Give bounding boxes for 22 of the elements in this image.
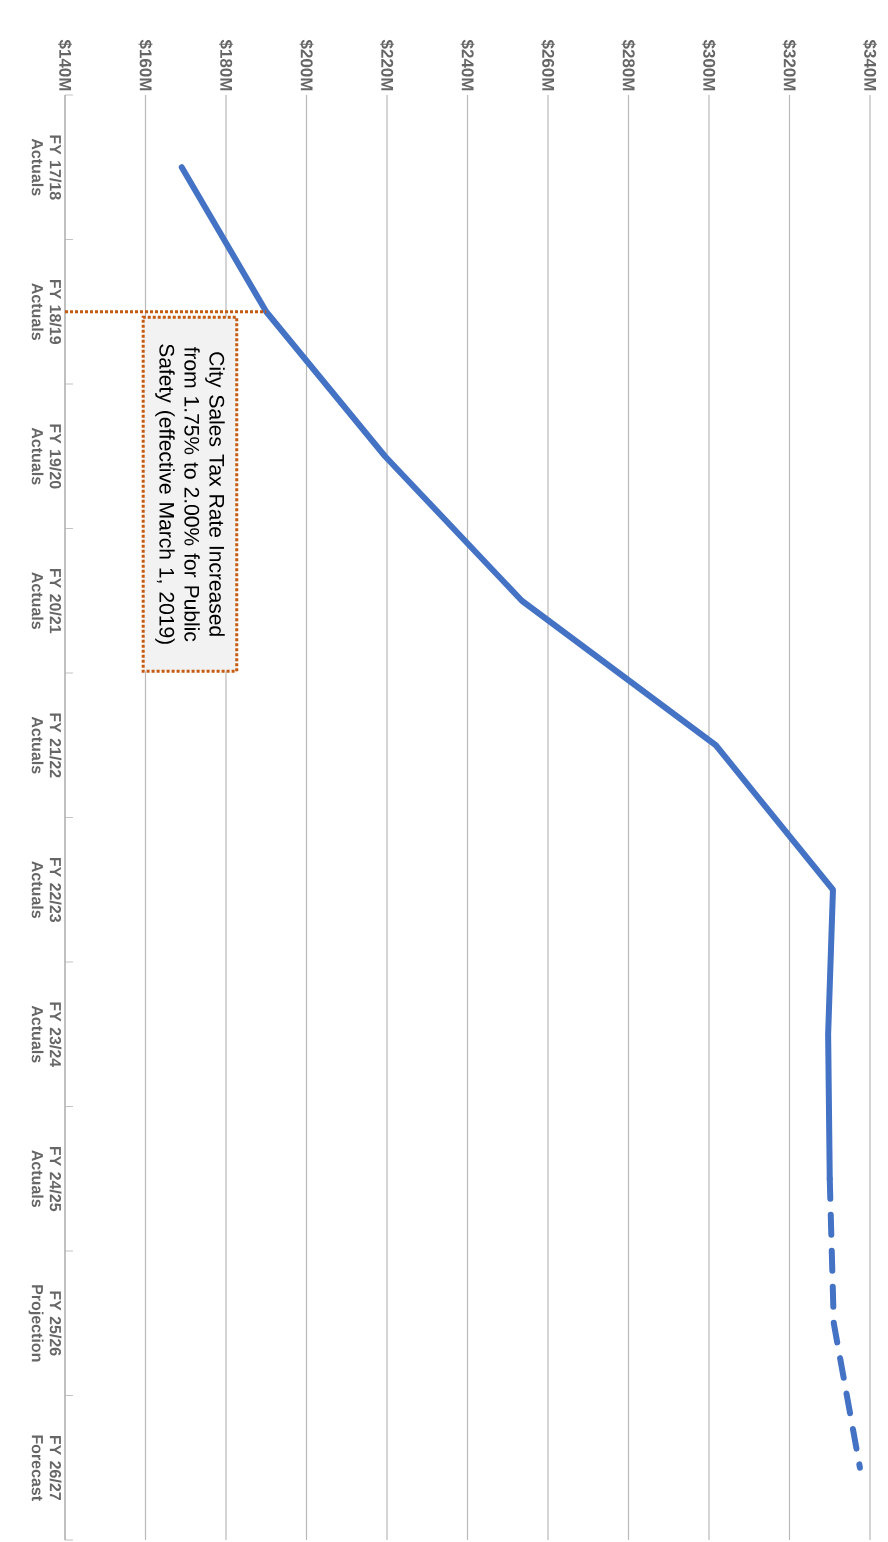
y-tick-label: FY 24/25 Actuals	[31, 1146, 62, 1212]
y-tick-label: FY 18/19 Actuals	[31, 279, 62, 345]
annotation: City Sales Tax Rate Increased from 1.75% to 2.00% for Public Safety (effective March 1, 2019)	[155, 344, 225, 644]
y-tick-label: FY 20/21 Actuals	[31, 568, 62, 634]
y-tick-label: FY 23/24 Actuals	[31, 1002, 62, 1068]
x-tick-label: $200M	[299, 39, 314, 91]
x-tick-label: $240M	[460, 39, 475, 91]
x-tick-label: $160M	[138, 39, 153, 91]
x-tick-label: $260M	[541, 39, 555, 91]
x-tick-label: $300M	[702, 39, 716, 91]
y-tick-label: FY 19/20 Actuals	[31, 424, 62, 489]
x-tick-label: $140M	[58, 39, 72, 91]
x-tick-label: $280M	[621, 39, 636, 91]
x-tick-label: $180M	[219, 39, 233, 91]
x-tick-label: $220M	[380, 39, 394, 91]
y-tick-label: FY 17/18 Actuals	[31, 135, 62, 200]
y-tick-label: FY 25/26 Projection	[28, 1285, 62, 1362]
y-tick-label: FY 26/27 Forecast	[31, 1435, 62, 1501]
x-tick-label: $320M	[782, 39, 797, 91]
y-tick-label: FY 22/23 Actuals	[31, 857, 62, 923]
y-tick-label: FY 21/22 Actuals	[31, 713, 62, 778]
x-tick-label: $340M	[863, 39, 877, 91]
